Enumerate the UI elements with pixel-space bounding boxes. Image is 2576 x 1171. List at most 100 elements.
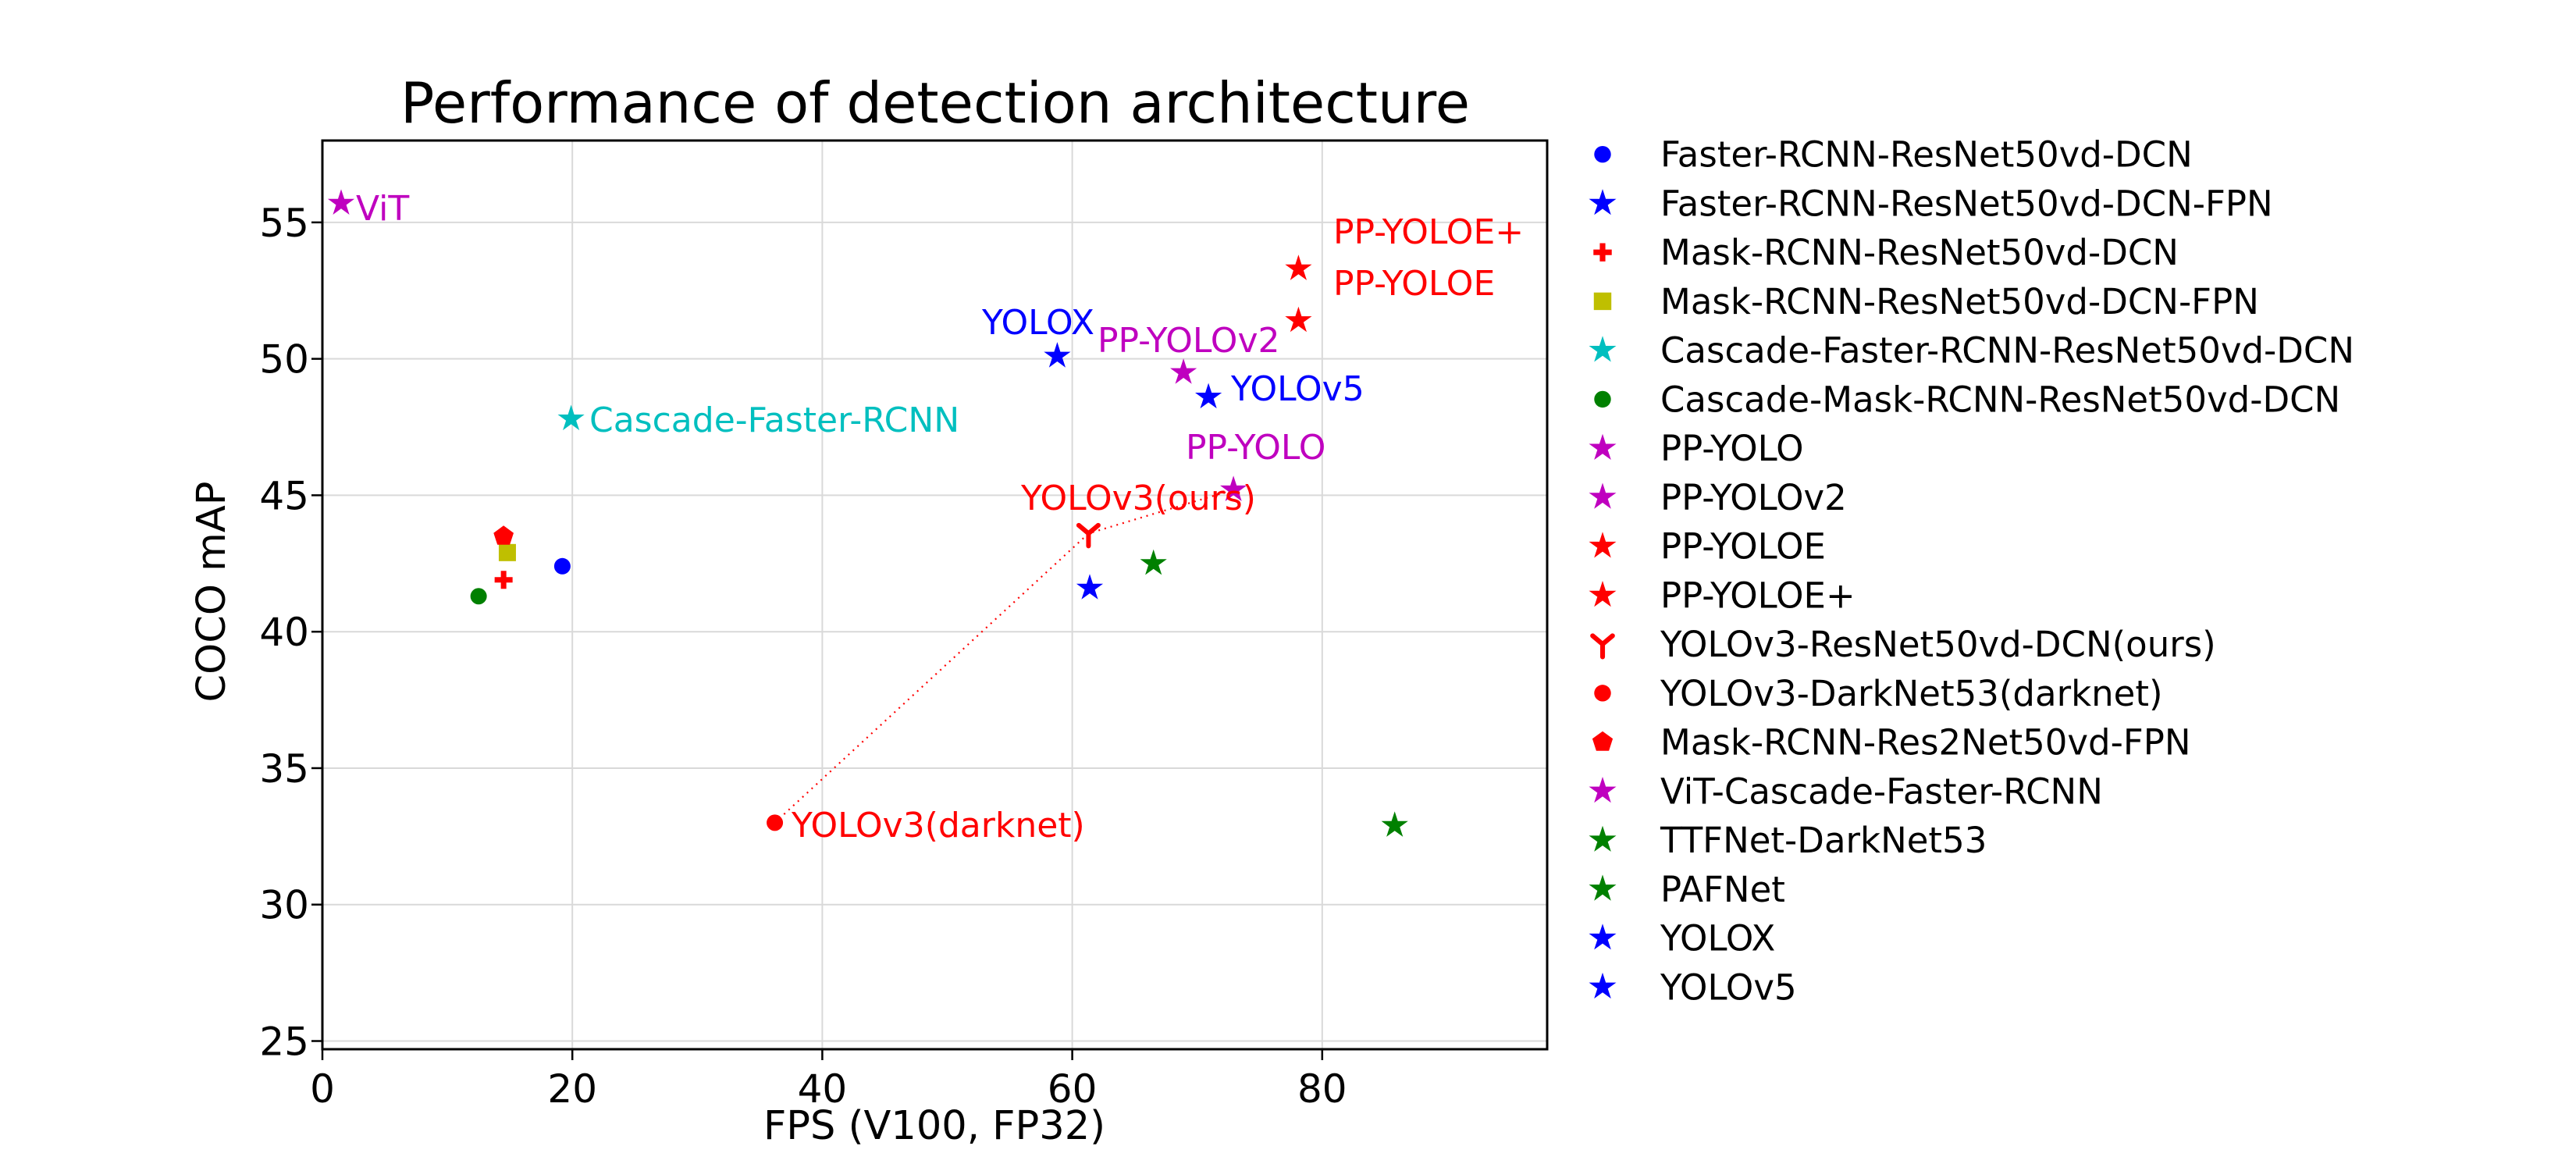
legend-item-cascade-faster-rcnn-resnet50vd-dcn: Cascade-Faster-RCNN-ResNet50vd-DCN — [1589, 330, 2354, 372]
legend-item-yolov5: YOLOv5 — [1589, 966, 1797, 1008]
x-tick-label-40: 40 — [798, 1066, 848, 1112]
legend-label-cascade-mask-rcnn-resnet50vd-dcn: Cascade-Mask-RCNN-ResNet50vd-DCN — [1660, 379, 2340, 420]
legend-label-faster-rcnn-resnet50vd-dcn-fpn: Faster-RCNN-ResNet50vd-DCN-FPN — [1660, 183, 2273, 224]
legend-marker-pp-yoloe — [1589, 581, 1617, 607]
legend-label-mask-rcnn-resnet50vd-dcn-fpn: Mask-RCNN-ResNet50vd-DCN-FPN — [1660, 281, 2259, 322]
marker-cascade-mask-rcnn-resnet50vd-dcn — [470, 588, 487, 605]
chart-title: Performance of detection architecture — [400, 70, 1470, 136]
annotation-yolov3-darknet: YOLOv3(darknet) — [791, 806, 1085, 845]
legend-marker-faster-rcnn-resnet50vd-dcn — [1594, 145, 1611, 163]
legend-marker-pp-yolo — [1589, 433, 1617, 460]
legend-marker-yolov3-resnet50vd-dcn-ours — [1590, 633, 1615, 660]
annotation-pp-yoloe: PP-YOLOE — [1333, 264, 1495, 304]
legend-item-faster-rcnn-resnet50vd-dcn-fpn: Faster-RCNN-ResNet50vd-DCN-FPN — [1589, 183, 2273, 224]
legend-item-pafnet: PAFNet — [1589, 869, 1785, 910]
data-layer — [327, 189, 1408, 837]
y-tick-label-55: 55 — [259, 201, 309, 246]
legend-item-yolov3-darknet53-darknet: YOLOv3-DarkNet53(darknet) — [1594, 673, 2163, 714]
legend-label-pafnet: PAFNet — [1660, 869, 1785, 910]
legend-item-pp-yolov2: PP-YOLOv2 — [1589, 477, 1847, 518]
y-tick-label-30: 30 — [259, 883, 309, 928]
legend-label-yolox: YOLOX — [1660, 918, 1775, 959]
yolov3-evolution-line — [774, 489, 1234, 824]
legend-label-yolov5: YOLOv5 — [1660, 966, 1797, 1008]
legend-marker-ttfnet-darknet53 — [1589, 825, 1617, 852]
legend-item-yolov3-resnet50vd-dcn-ours: YOLOv3-ResNet50vd-DCN(ours) — [1590, 624, 2216, 665]
y-tick-label-50: 50 — [259, 337, 309, 383]
y-tick-label-25: 25 — [259, 1020, 309, 1065]
grid-layer — [322, 141, 1547, 1049]
marker-ttfnet-darknet53 — [1381, 811, 1408, 837]
legend: Faster-RCNN-ResNet50vd-DCN Faster-RCNN-Re… — [1589, 134, 2354, 1008]
x-tick-label-0: 0 — [310, 1066, 335, 1112]
legend-marker-pp-yolov2 — [1589, 482, 1617, 509]
legend-label-yolov3-darknet53-darknet: YOLOv3-DarkNet53(darknet) — [1660, 673, 2163, 714]
marker-yolov5 — [1195, 383, 1222, 409]
legend-label-ttfnet-darknet53: TTFNet-DarkNet53 — [1660, 820, 1987, 861]
legend-marker-yolov5 — [1589, 972, 1617, 999]
marker-pp-yolov2 — [1170, 358, 1197, 384]
legend-marker-pafnet — [1589, 874, 1617, 901]
legend-item-ttfnet-darknet53: TTFNet-DarkNet53 — [1589, 820, 1987, 861]
y-tick-label-40: 40 — [259, 610, 309, 655]
marker-cascade-faster-rcnn-resnet50vd-dcn — [557, 404, 585, 431]
legend-marker-pp-yoloe — [1589, 532, 1617, 558]
axis-layer: 0 20 40 60 80 25 30 35 40 45 50 55 — [259, 139, 1549, 1112]
annotation-yolov5: YOLOv5 — [1230, 369, 1364, 409]
legend-item-mask-rcnn-resnet50vd-dcn-fpn: Mask-RCNN-ResNet50vd-DCN-FPN — [1593, 281, 2259, 322]
legend-label-mask-rcnn-res2net50vd-fpn: Mask-RCNN-Res2Net50vd-FPN — [1660, 722, 2191, 763]
legend-item-mask-rcnn-res2net50vd-fpn: Mask-RCNN-Res2Net50vd-FPN — [1592, 722, 2191, 763]
legend-label-pp-yolo: PP-YOLO — [1660, 428, 1804, 469]
y-tick-label-35: 35 — [259, 746, 309, 792]
legend-marker-faster-rcnn-resnet50vd-dcn-fpn — [1589, 189, 1617, 215]
marker-yolov3-resnet50vd-dcn-ours — [1076, 522, 1101, 549]
y-tick-label-45: 45 — [259, 473, 309, 518]
marker-mask-rcnn-resnet50vd-dcn — [494, 571, 513, 589]
annotation-layer: Cascade-Faster-RCNN PP-YOLO PP-YOLOv2 PP-YO… — [356, 189, 1524, 845]
legend-marker-cascade-mask-rcnn-resnet50vd-dcn — [1594, 390, 1611, 408]
legend-label-pp-yoloe: PP-YOLOE+ — [1660, 575, 1856, 616]
marker-vit-cascade-faster-rcnn — [327, 189, 355, 215]
legend-marker-mask-rcnn-res2net50vd-fpn — [1592, 731, 1614, 751]
annotation-cascade-faster-rcnn: Cascade-Faster-RCNN — [589, 400, 959, 440]
annotation-pp-yoloe: PP-YOLOE+ — [1333, 212, 1524, 252]
legend-item-yolox: YOLOX — [1589, 918, 1775, 959]
x-tick-label-60: 60 — [1048, 1066, 1098, 1112]
x-tick-label-20: 20 — [547, 1066, 597, 1112]
legend-label-pp-yoloe: PP-YOLOE — [1660, 526, 1826, 568]
legend-marker-mask-rcnn-resnet50vd-dcn-fpn — [1593, 292, 1612, 311]
marker-yolox — [1044, 342, 1071, 368]
legend-marker-yolox — [1589, 924, 1617, 950]
legend-marker-cascade-faster-rcnn-resnet50vd-dcn — [1589, 336, 1617, 362]
legend-label-yolov3-resnet50vd-dcn-ours: YOLOv3-ResNet50vd-DCN(ours) — [1660, 624, 2216, 665]
annotation-pp-yolov2: PP-YOLOv2 — [1098, 321, 1279, 361]
legend-item-pp-yoloe: PP-YOLOE+ — [1589, 575, 1856, 616]
marker-pafnet — [1140, 549, 1167, 575]
legend-label-pp-yolov2: PP-YOLOv2 — [1660, 477, 1847, 518]
annotation-vit: ViT — [356, 189, 409, 229]
annotation-pp-yolo: PP-YOLO — [1186, 428, 1325, 468]
annotation-yolov3-ours: YOLOv3(ours) — [1020, 479, 1256, 518]
legend-item-pp-yoloe: PP-YOLOE — [1589, 526, 1826, 568]
plot-border — [321, 139, 1549, 1051]
y-axis-label: COCO mAP — [189, 481, 235, 702]
marker-mask-rcnn-resnet50vd-dcn-fpn — [498, 543, 516, 561]
marker-pp-yoloe — [1285, 306, 1312, 333]
legend-label-cascade-faster-rcnn-resnet50vd-dcn: Cascade-Faster-RCNN-ResNet50vd-DCN — [1660, 330, 2354, 372]
marker-mask-rcnn-res2net50vd-fpn — [493, 525, 514, 545]
legend-item-mask-rcnn-resnet50vd-dcn: Mask-RCNN-ResNet50vd-DCN — [1593, 232, 2179, 273]
marker-pp-yolo — [1220, 475, 1247, 501]
legend-item-faster-rcnn-resnet50vd-dcn: Faster-RCNN-ResNet50vd-DCN — [1594, 134, 2193, 176]
marker-faster-rcnn-resnet50vd-dcn-fpn — [1076, 574, 1104, 600]
marker-yolov3-darknet53-darknet — [767, 814, 784, 831]
x-axis-label: FPS (V100, FP32) — [763, 1103, 1105, 1149]
legend-label-vit-cascade-faster-rcnn: ViT-Cascade-Faster-RCNN — [1660, 771, 2103, 812]
legend-item-cascade-mask-rcnn-resnet50vd-dcn: Cascade-Mask-RCNN-ResNet50vd-DCN — [1594, 379, 2340, 420]
x-tick-label-80: 80 — [1297, 1066, 1347, 1112]
legend-label-mask-rcnn-resnet50vd-dcn: Mask-RCNN-ResNet50vd-DCN — [1660, 232, 2179, 273]
marker-pp-yoloe — [1285, 254, 1312, 280]
legend-marker-yolov3-darknet53-darknet — [1594, 685, 1611, 702]
legend-marker-mask-rcnn-resnet50vd-dcn — [1593, 243, 1612, 262]
